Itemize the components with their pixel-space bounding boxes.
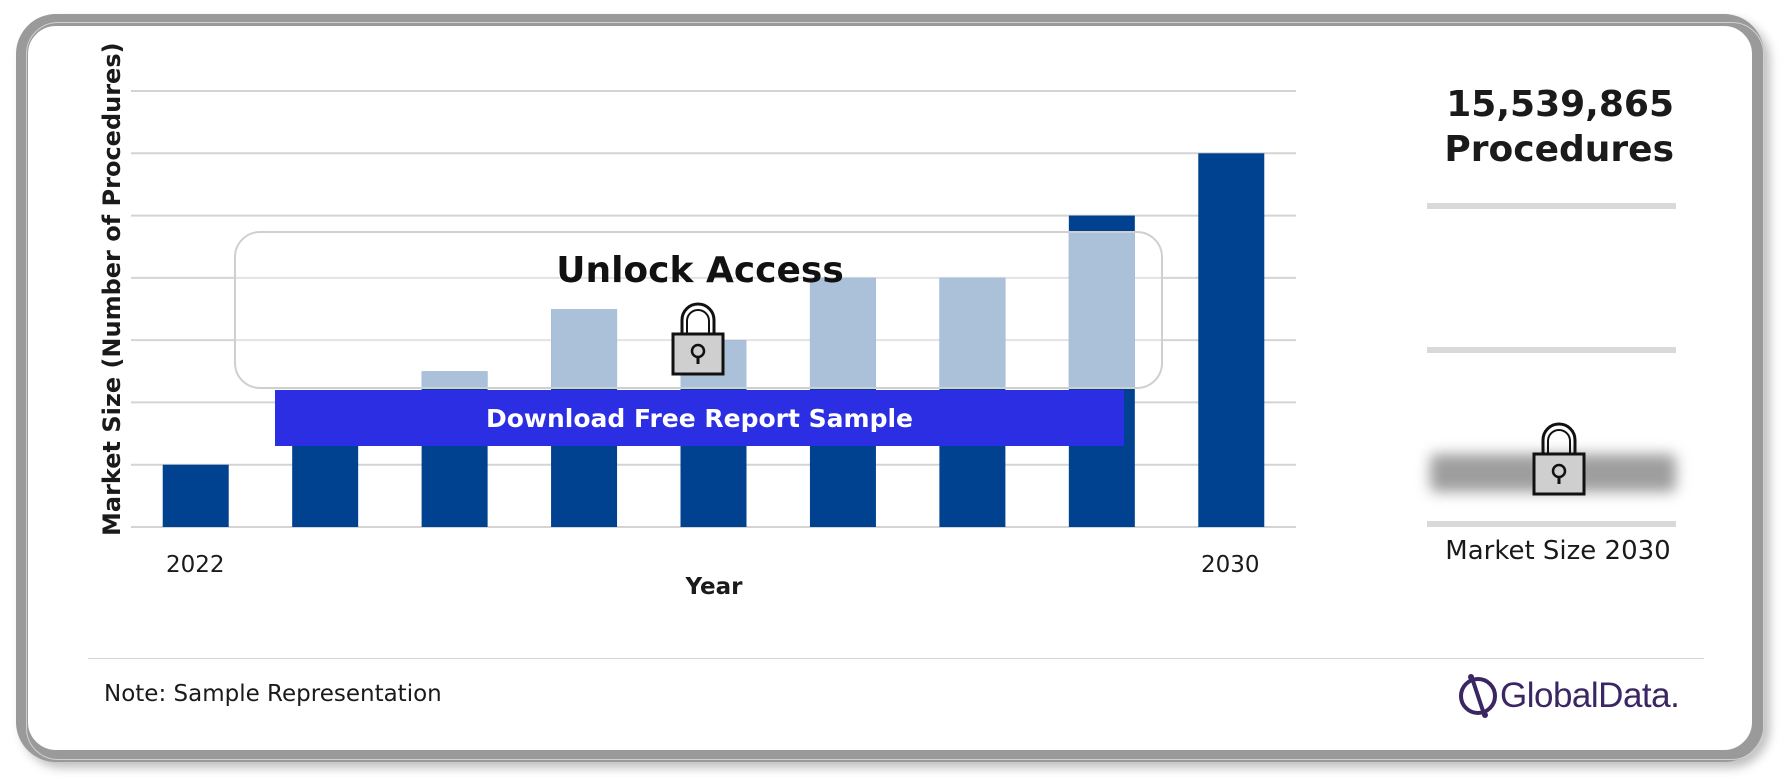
lock-icon (1529, 420, 1589, 500)
y-axis-label: Market Size (Number of Procedures) (98, 42, 126, 536)
logo-text: GlobalData. (1500, 676, 1680, 715)
bar-faded-2028 (939, 277, 1006, 389)
footer-divider (88, 658, 1704, 659)
download-sample-button[interactable]: Download Free Report Sample (275, 390, 1124, 446)
x-tick-label-last: 2030 (1201, 552, 1260, 578)
unlock-title: Unlock Access (556, 250, 844, 291)
bar-faded-2027 (809, 277, 876, 389)
globaldata-logo[interactable]: GlobalData. (1456, 672, 1680, 720)
lock-icon (668, 300, 728, 380)
kpi-block: 15,539,865 Procedures (1444, 82, 1674, 172)
bar-faded-2025 (551, 309, 618, 389)
bar-2030 (1198, 153, 1265, 528)
divider (1427, 347, 1676, 353)
bar-faded-2024 (421, 371, 488, 389)
x-tick-label-first: 2022 (166, 552, 225, 578)
footer-note: Note: Sample Representation (104, 681, 442, 707)
market-size-label: Market Size 2030 (1445, 536, 1671, 566)
x-axis-label: Year (685, 574, 743, 600)
kpi-value: 15,539,865 (1446, 84, 1674, 125)
kpi-unit: Procedures (1444, 129, 1674, 170)
bar-2022 (162, 464, 229, 527)
globaldata-logo-icon (1459, 674, 1497, 718)
bar-faded-2029 (1068, 231, 1135, 389)
divider (1427, 521, 1676, 527)
divider (1427, 203, 1676, 209)
